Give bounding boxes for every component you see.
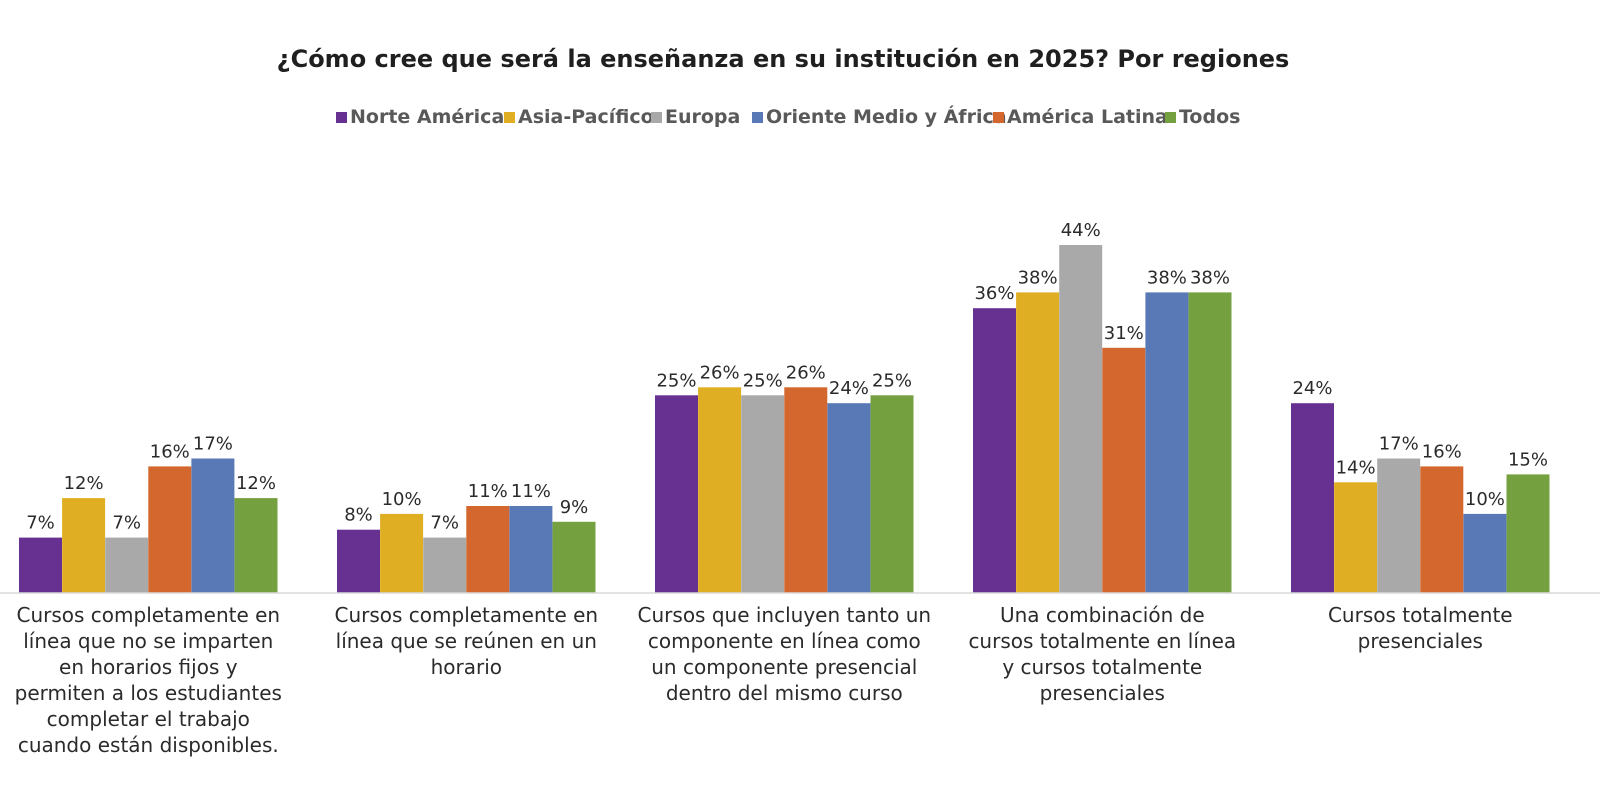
- data-label: 25%: [872, 370, 912, 391]
- bar: [466, 506, 510, 593]
- data-label: 25%: [743, 370, 783, 391]
- category-label: Una combinación de cursos totalmente en l…: [968, 603, 1236, 705]
- bar: [1463, 513, 1507, 593]
- data-label: 36%: [974, 283, 1014, 304]
- data-label: 25%: [656, 370, 696, 391]
- bar: [423, 537, 467, 593]
- bar: [1506, 474, 1550, 594]
- bar: [191, 458, 235, 593]
- data-label: 15%: [1508, 449, 1548, 470]
- bar: [1291, 403, 1334, 593]
- bar: [1016, 292, 1060, 593]
- data-label: 11%: [468, 481, 508, 502]
- bar: [62, 498, 106, 593]
- data-label: 17%: [193, 434, 233, 455]
- data-label: 10%: [382, 489, 422, 510]
- legend-label: Asia-Pacífico: [518, 106, 654, 128]
- data-label: 24%: [829, 378, 869, 399]
- bar: [698, 387, 742, 593]
- data-label: 14%: [1336, 457, 1376, 478]
- legend-label: Europa: [665, 106, 740, 128]
- data-label: 12%: [64, 473, 104, 494]
- data-label: 12%: [236, 473, 276, 494]
- bar: [1059, 245, 1103, 593]
- category-label: Cursos que incluyen tanto un componente e…: [638, 603, 932, 705]
- data-label: 7%: [430, 513, 459, 534]
- category-label: Cursos completamente en línea que no se i…: [15, 603, 282, 757]
- legend-label: América Latina: [1007, 106, 1168, 128]
- bar: [337, 529, 380, 593]
- legend: Norte América Asia-Pacífico Europa Oriente …: [336, 105, 1240, 128]
- chart-title: ¿Cómo cree que será la enseñanza en su i…: [277, 45, 1290, 73]
- bar: [509, 506, 553, 593]
- data-label: 44%: [1061, 220, 1101, 241]
- bar: [380, 513, 424, 593]
- bar: [1102, 347, 1146, 593]
- legend-label: Norte América: [350, 106, 504, 128]
- category-labels: Cursos completamente en línea que no se i…: [15, 603, 1513, 757]
- bar: [1420, 466, 1464, 593]
- bar: [148, 466, 192, 593]
- legend-swatch: [651, 112, 662, 123]
- data-label: 8%: [344, 505, 373, 526]
- bar: [973, 308, 1016, 593]
- data-label: 7%: [112, 513, 141, 534]
- bar: [827, 403, 871, 593]
- data-label: 11%: [511, 481, 551, 502]
- category-label: Cursos totalmente presenciales: [1328, 603, 1513, 653]
- data-label: 16%: [1422, 441, 1462, 462]
- legend-swatch: [1165, 112, 1176, 123]
- bar: [105, 537, 149, 593]
- legend-swatch: [752, 112, 763, 123]
- legend-label: Oriente Medio y África: [766, 105, 1007, 128]
- bar: [552, 521, 596, 593]
- bar: [655, 395, 698, 594]
- bar: [1377, 458, 1421, 593]
- bar: [741, 395, 785, 594]
- legend-swatch: [504, 112, 515, 123]
- data-label: 17%: [1379, 434, 1419, 455]
- bars: 7%12%7%16% 17%12%8%10%7%11% 11%9%25% 26% 25%…: [19, 220, 1550, 594]
- legend-swatch: [993, 112, 1004, 123]
- bar: [784, 387, 828, 593]
- data-label: 24%: [1292, 378, 1332, 399]
- data-label: 16%: [150, 441, 190, 462]
- data-label: 7%: [26, 513, 55, 534]
- data-label: 26%: [786, 362, 826, 383]
- bar: [19, 537, 62, 593]
- legend-swatch: [336, 112, 347, 123]
- bar: [1334, 482, 1378, 593]
- bar: [234, 498, 278, 593]
- data-label: 31%: [1104, 323, 1144, 344]
- bar: [870, 395, 914, 594]
- data-label: 38%: [1018, 267, 1058, 288]
- bar: [1188, 292, 1232, 593]
- data-label: 38%: [1147, 267, 1187, 288]
- legend-label: Todos: [1179, 106, 1240, 128]
- data-label: 10%: [1465, 489, 1505, 510]
- data-label: 38%: [1190, 267, 1230, 288]
- bar: [1145, 292, 1189, 593]
- category-label: Cursos completamente en línea que se reún…: [334, 603, 598, 679]
- data-label: 9%: [560, 497, 589, 518]
- data-label: 26%: [700, 362, 740, 383]
